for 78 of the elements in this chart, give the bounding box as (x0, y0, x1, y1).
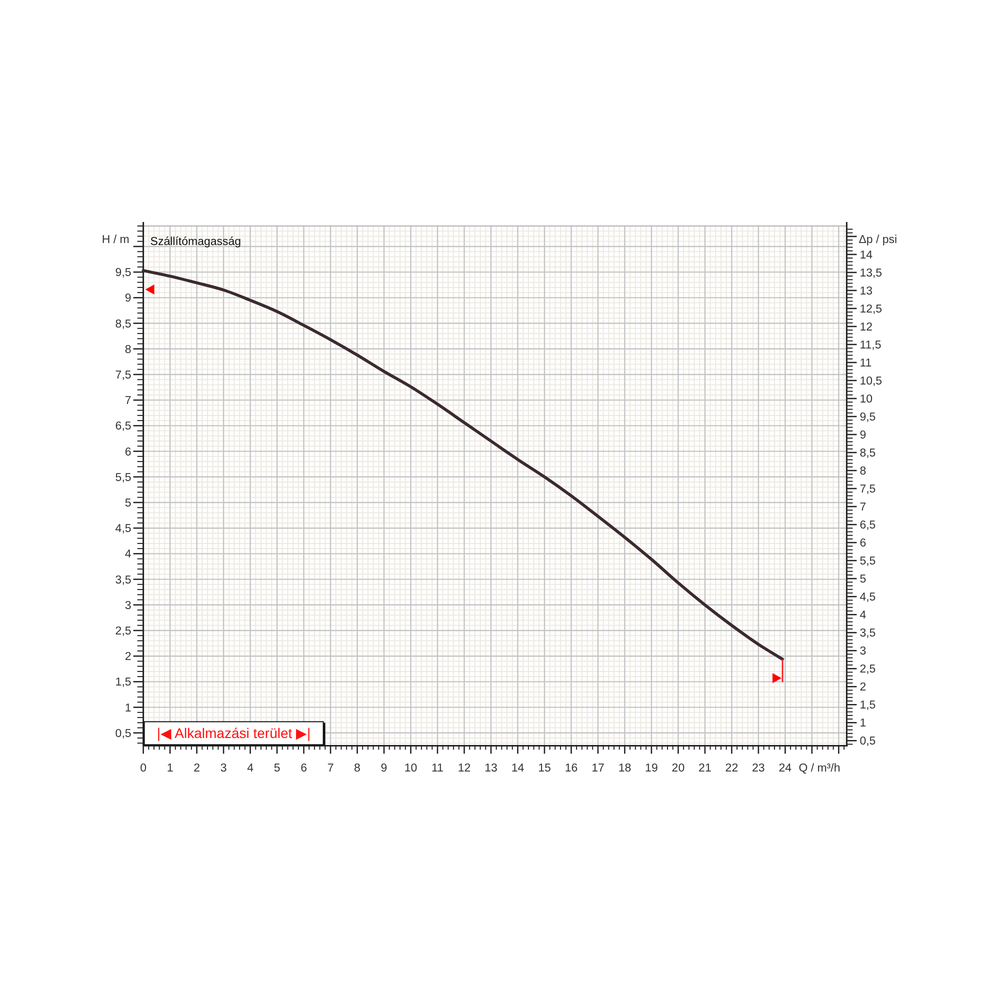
y-tick-label: 2,5 (115, 626, 132, 638)
y2-tick-label: 1,5 (860, 700, 876, 712)
x-tick-label: 19 (645, 762, 658, 775)
y2-tick-label: 8 (860, 466, 866, 478)
y-tick-label: 3 (124, 600, 132, 612)
y2-tick-label: 14 (860, 249, 874, 262)
x-tick-label: 24 (778, 762, 792, 775)
y2-tick-label: 13,5 (860, 267, 882, 280)
x-tick-label: 21 (698, 762, 712, 775)
y2-tick-label: 6,5 (860, 520, 876, 532)
y-tick-label: 4 (124, 548, 132, 561)
y2-tick-label: 6 (860, 538, 866, 550)
y-tick-label: 5,5 (115, 472, 132, 484)
y2-tick-label: 8,5 (860, 448, 876, 460)
y2-tick-label: 2 (860, 682, 866, 694)
y2-tick-label: 11 (860, 358, 872, 370)
y-tick-label: 2 (124, 651, 132, 664)
y2-tick-label: 2,5 (860, 664, 876, 676)
x-tick-label: 16 (564, 762, 578, 775)
x-tick-label: 11 (432, 762, 444, 775)
y2-axis-title: Δp / psi (858, 234, 898, 246)
y-tick-label: 3,5 (115, 574, 132, 586)
line-series (142, 269, 784, 661)
x-tick-label: 4 (247, 762, 254, 775)
y-tick-label: 7,5 (115, 370, 132, 382)
y2-tick-label: 13 (860, 285, 872, 298)
x-tick-label: 18 (618, 762, 632, 775)
y2-tick-label: 3 (860, 646, 866, 658)
y2-tick-label: 0,5 (860, 736, 876, 748)
y2-tick-label: 5,5 (860, 556, 876, 568)
y2-tick-label: 7,5 (860, 484, 876, 496)
x-tick-label: 0 (140, 762, 147, 775)
y-tick-label: 4,5 (115, 523, 132, 536)
y-tick-label: 1 (124, 702, 132, 714)
y-axis-title: H / m (102, 234, 130, 246)
y2-tick-label: 12,5 (860, 304, 882, 316)
y2-tick-label: 10,5 (860, 376, 882, 388)
y2-tick-label: 9 (860, 430, 866, 442)
y-tick-label: 9 (124, 292, 132, 305)
text: Szállítómagasság (150, 236, 242, 248)
x-tick-label: 15 (538, 762, 551, 775)
x-axis-title: Q / m³/h (798, 762, 840, 775)
x-tick-label: 10 (404, 762, 418, 775)
x-tick-label: 22 (725, 762, 738, 775)
y-tick-label: 6 (124, 446, 132, 458)
y2-tick-label: 11,5 (860, 340, 882, 352)
x-tick-label: 13 (484, 762, 498, 775)
y2-tick-label: 1 (860, 718, 866, 730)
annotation: |◀ Alkalmazási terület ▶| (156, 725, 311, 742)
x-tick-label: 7 (327, 762, 334, 775)
y-tick-label: 8 (124, 344, 132, 356)
y2-tick-label: 12 (860, 322, 872, 334)
x-tick-label: 5 (274, 762, 280, 775)
y2-tick-label: 5 (860, 574, 866, 586)
y2-tick-label: 3,5 (860, 628, 876, 640)
x-tick-label: 20 (672, 762, 685, 775)
y-tick-label: 0,5 (115, 728, 132, 740)
y2-tick-label: 9,5 (860, 412, 876, 424)
x-tick-label: 3 (220, 762, 227, 775)
y-tick-label: 9,5 (115, 267, 132, 280)
x-tick-label: 8 (354, 762, 360, 775)
y-tick-label: 7 (124, 395, 132, 408)
x-tick-label: 23 (752, 762, 765, 775)
y2-tick-label: 4 (860, 610, 867, 622)
x-tick-label: 2 (194, 762, 200, 775)
y-tick-label: 6,5 (115, 420, 132, 433)
x-tick-label: 9 (380, 762, 388, 775)
x-tick-label: 17 (592, 762, 604, 775)
y-tick-label: 8,5 (115, 318, 132, 330)
x-tick-label: 12 (458, 762, 471, 775)
x-tick-label: 1 (166, 762, 174, 775)
x-tick-label: 6 (300, 762, 307, 775)
y-tick-label: 5 (124, 498, 132, 510)
y2-tick-label: 10 (860, 394, 872, 406)
y2-tick-label: 7 (860, 502, 866, 514)
y-tick-label: 1,5 (115, 676, 132, 689)
x-tick-label: 14 (511, 762, 525, 775)
y2-tick-label: 4,5 (860, 592, 876, 604)
